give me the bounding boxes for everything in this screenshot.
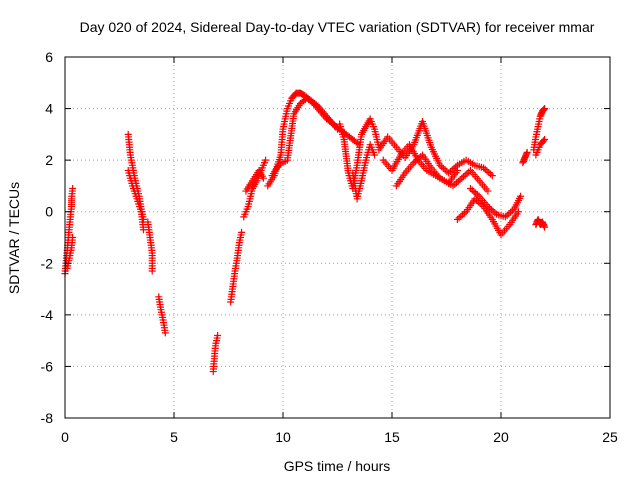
x-tick-label: 25: [602, 429, 618, 445]
data-point: [441, 166, 449, 174]
data-point: [488, 172, 496, 180]
data-point: [487, 170, 495, 178]
data-point: [453, 179, 461, 187]
data-point: [454, 177, 462, 185]
data-point: [466, 185, 474, 193]
data-point: [455, 214, 463, 222]
series-arc23: [532, 136, 549, 159]
data-point: [214, 331, 222, 339]
series-arc10: [242, 166, 267, 195]
data-point: [259, 174, 267, 182]
series-arc18: [453, 195, 522, 239]
x-tick-label: 15: [384, 429, 400, 445]
data-point: [484, 187, 492, 195]
data-point: [161, 329, 169, 337]
y-tick-label: -8: [41, 410, 54, 426]
data-point: [457, 212, 465, 220]
data-point: [69, 234, 77, 241]
data-point: [308, 98, 316, 106]
data-point: [456, 176, 464, 184]
data-point: [238, 228, 246, 236]
y-tick-label: 6: [45, 49, 53, 65]
series-arc20: [519, 148, 531, 167]
series-arc14: [349, 141, 379, 203]
data-point: [507, 208, 515, 216]
series-arc2: [63, 234, 77, 272]
data-point: [451, 180, 459, 188]
grid: [65, 57, 610, 418]
data-point: [489, 207, 497, 215]
y-tick-label: -2: [41, 255, 54, 271]
data-point: [445, 169, 453, 177]
data-points: [61, 89, 549, 376]
series-arc19: [466, 185, 525, 221]
chart-title: Day 020 of 2024, Sidereal Day-to-day VTE…: [80, 19, 595, 35]
data-point: [485, 169, 493, 177]
data-point: [523, 148, 531, 156]
data-point: [541, 223, 549, 231]
series-arc6: [155, 293, 169, 337]
data-point: [541, 136, 549, 144]
data-point: [470, 188, 478, 196]
data-point: [262, 156, 270, 164]
x-tick-label: 10: [275, 429, 291, 445]
data-point: [453, 215, 461, 223]
data-point: [439, 164, 447, 172]
data-point: [468, 186, 476, 194]
y-axis-label: SDTVAR / TECUs: [6, 182, 22, 294]
series-arc17: [392, 151, 461, 190]
series-arc7: [209, 331, 222, 376]
y-tick-label: 2: [45, 152, 53, 168]
series-arc8: [227, 228, 246, 306]
data-point: [460, 173, 468, 181]
data-point: [514, 208, 522, 216]
data-point: [517, 192, 525, 200]
data-point: [483, 167, 491, 175]
data-point: [460, 209, 468, 217]
series-arc22: [530, 105, 549, 154]
data-point: [472, 189, 480, 197]
series-arc5: [144, 218, 156, 275]
data-point: [461, 171, 469, 179]
y-tick-label: -6: [41, 358, 54, 374]
data-point: [540, 137, 548, 145]
x-axis-label: GPS time / hours: [284, 458, 391, 474]
data-point: [371, 151, 379, 159]
axis-ticks: 0 5 10 15 20 25 -8 -6 -4 -2 0 2 4 6: [41, 49, 618, 445]
y-tick-label: 4: [45, 101, 53, 117]
plot-frame: [64, 56, 611, 419]
data-point: [463, 170, 471, 178]
x-tick-label: 5: [170, 429, 178, 445]
series-arc4: [124, 166, 147, 234]
x-tick-label: 20: [493, 429, 509, 445]
data-point: [69, 185, 77, 193]
data-point: [458, 174, 466, 182]
series-arc21: [532, 215, 549, 231]
x-tick-label: 0: [61, 429, 69, 445]
data-point: [148, 267, 156, 275]
data-point: [453, 166, 461, 174]
y-tick-label: -4: [41, 307, 54, 323]
data-point: [459, 211, 467, 219]
data-point: [541, 105, 549, 113]
y-tick-label: 0: [45, 204, 53, 220]
data-point: [503, 211, 511, 219]
